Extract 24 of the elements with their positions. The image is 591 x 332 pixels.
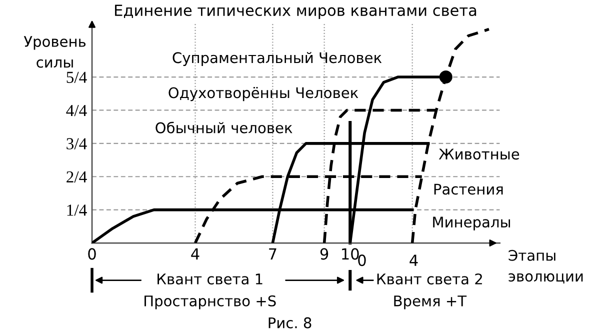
- text: Простарнство +S: [144, 295, 276, 310]
- annotation: Животные: [438, 148, 520, 160]
- x-tick-label: 0: [88, 248, 96, 260]
- y-tick-label: 1/4: [67, 204, 87, 216]
- y-tick-label: 4/4: [66, 105, 87, 116]
- text: Квант света 2: [377, 273, 482, 285]
- text: Время +T: [394, 296, 467, 310]
- chart-title: Единение типических миров квантами света: [115, 4, 476, 20]
- y-axis-title: Уровень силы: [24, 36, 86, 68]
- x-tick-label: 9: [320, 248, 328, 260]
- annotation: Супраментальный Человек: [172, 52, 382, 66]
- annotation: Одухотворённы Человек: [168, 86, 358, 102]
- text: Квант света 1: [158, 274, 262, 285]
- y-tick-label: 5/4: [66, 72, 87, 83]
- x-tick-label: 4: [191, 248, 200, 260]
- text: Рис. 8: [268, 317, 312, 328]
- x-tick-label: 7: [269, 248, 276, 260]
- annotation: Минералы: [433, 216, 510, 230]
- y-tick-label: 2/4: [66, 171, 87, 183]
- x-axis-title: Этапы эволюции: [508, 250, 583, 284]
- y-tick-label: 3/4: [66, 138, 87, 150]
- x-tick-label: 10: [342, 248, 359, 260]
- annotation: Обычный человек: [156, 122, 292, 134]
- annotation: Растения: [434, 184, 503, 195]
